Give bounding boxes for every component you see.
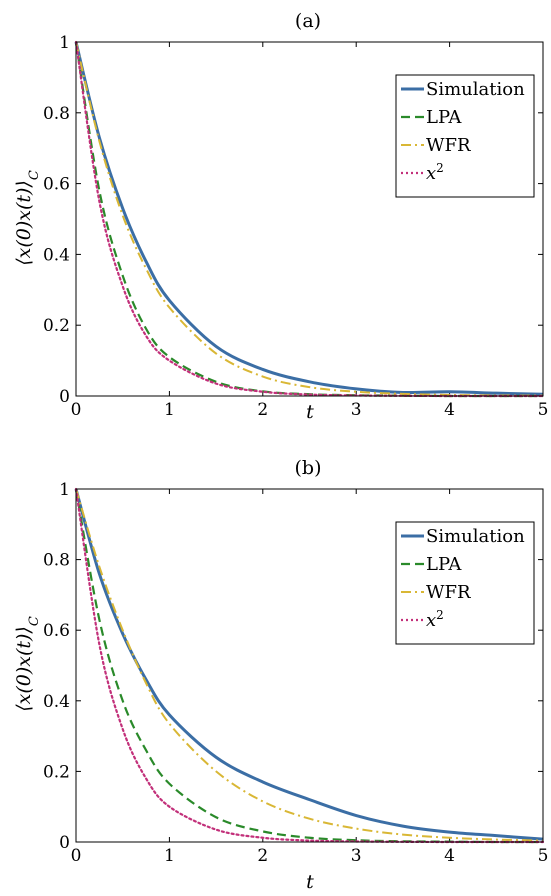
- x-tick-label: 1: [164, 400, 175, 420]
- panel-a-title: (a): [295, 10, 321, 32]
- x-tick-label: 3: [351, 846, 362, 866]
- legend-label: x2: [426, 608, 444, 631]
- y-tick-label: 0.8: [43, 104, 70, 124]
- x-tick-label: 0: [71, 846, 82, 866]
- panel-b-ticks: 0 1 2 3 4 5 0 0.2 0.4 0.6 0.8 1: [43, 480, 548, 866]
- legend-label: WFR: [426, 135, 471, 156]
- panel-b-axes-frame: [75, 488, 544, 843]
- x-tick-label: 4: [444, 846, 455, 866]
- panel-a-ylabel: ⟨x(0)x(t)⟩C: [13, 170, 42, 266]
- series-line-simulation: [74, 488, 544, 841]
- y-tick-label: 0: [59, 833, 70, 853]
- legend-label: LPA: [426, 554, 462, 575]
- y-tick-label: 1: [59, 480, 70, 500]
- x-tick-label: 2: [257, 846, 268, 866]
- x-tick-label: 5: [538, 846, 549, 866]
- y-tick-label: 1: [59, 33, 70, 53]
- panel-a-ticks: 0 1 2 3 4 5 0 0.2 0.4 0.6 0.8 1: [43, 33, 548, 420]
- panel-a: (a) 0 1 2 3 4 5 0 0.2 0.4 0.6 0.8 1 t ⟨x(0)x(t)⟩C S…: [13, 10, 548, 423]
- y-tick-label: 0.8: [43, 551, 70, 571]
- panel-b-ylabel: ⟨x(0)x(t)⟩C: [13, 616, 42, 712]
- x-tick-label: 0: [71, 400, 82, 420]
- y-tick-label: 0.2: [43, 762, 70, 782]
- legend-label: Simulation: [426, 526, 525, 547]
- y-tick-label: 0: [59, 387, 70, 407]
- legend-label: x2: [426, 161, 444, 184]
- panel-a-legend: Simulation LPA WFR x2: [395, 74, 535, 198]
- y-tick-label: 0.2: [43, 316, 70, 336]
- series-line-simulation: [74, 41, 544, 396]
- y-tick-label: 0.4: [43, 245, 70, 265]
- x-tick-label: 1: [164, 846, 175, 866]
- x-tick-label: 2: [257, 400, 268, 420]
- y-tick-label: 0.4: [43, 692, 70, 712]
- panel-a-xlabel: t: [306, 401, 314, 423]
- x-tick-label: 3: [351, 400, 362, 420]
- y-tick-label: 0.6: [43, 621, 70, 641]
- panel-b-legend: Simulation LPA WFR x2: [395, 521, 535, 645]
- legend-label: Simulation: [426, 79, 525, 100]
- panel-b-title: (b): [295, 457, 322, 479]
- x-tick-label: 4: [444, 400, 455, 420]
- series-line-wfr: [75, 488, 544, 842]
- legend-box: [395, 521, 535, 645]
- y-tick-label: 0.6: [43, 175, 70, 195]
- x-tick-label: 5: [538, 400, 549, 420]
- panel-a-axes-frame: [75, 41, 544, 397]
- legend-box: [395, 74, 535, 198]
- legend-label: LPA: [426, 107, 462, 128]
- panel-b: (b) 0 1 2 3 4 5 0 0.2 0.4 0.6 0.8 1 t ⟨x(0)x(t)⟩C S…: [13, 457, 548, 893]
- panel-b-xlabel: t: [306, 871, 314, 893]
- legend-label: WFR: [426, 582, 471, 603]
